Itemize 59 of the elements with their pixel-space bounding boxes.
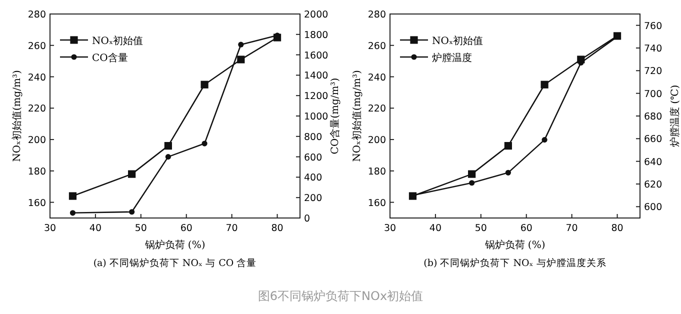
y-tick-label: 240 — [28, 72, 46, 84]
x-tick-label: 80 — [271, 223, 284, 234]
x-tick-label: 30 — [44, 223, 56, 234]
y2-axis-title: 炉膛温度 (℃) — [669, 84, 681, 148]
y2-tick-label: 800 — [304, 132, 322, 143]
y-tick-label: 240 — [368, 72, 386, 84]
y2-tick-label: 620 — [644, 180, 662, 190]
y2-tick-label: 640 — [644, 156, 662, 168]
y2-tick-label: 600 — [644, 202, 662, 214]
x-axis-title: 锅炉负荷 (%) — [484, 239, 546, 251]
y-tick-label: 160 — [368, 198, 386, 209]
x-tick-label: 40 — [429, 223, 442, 234]
y2-tick-label: 1800 — [304, 30, 328, 41]
x-tick-label: 40 — [89, 223, 102, 234]
legend-label: 炉膛温度 — [432, 52, 472, 64]
y-tick-label: 200 — [28, 135, 46, 146]
y2-tick-label: 680 — [644, 112, 662, 122]
x-tick-label: 60 — [180, 223, 192, 234]
x-tick-label: 50 — [474, 223, 487, 234]
y2-tick-label: 0 — [304, 214, 310, 224]
y-tick-label: 260 — [28, 40, 46, 52]
y2-tick-label: 2000 — [304, 10, 328, 20]
y2-tick-label: 1400 — [304, 70, 328, 82]
text: (b) 不同锅炉负荷下 NOₓ 与炉膛温度关系 — [424, 257, 606, 269]
y-axis-title: NOₓ初始值(mg/m³) — [11, 70, 23, 162]
x-tick-label: 80 — [611, 223, 624, 234]
y-tick-label: 160 — [28, 198, 46, 209]
x-axis-title: 锅炉负荷 (%) — [144, 239, 206, 251]
y-tick-label: 180 — [368, 166, 386, 178]
y-tick-label: 200 — [368, 135, 386, 146]
y2-tick-label: 700 — [644, 88, 662, 100]
y-tick-label: 260 — [368, 40, 386, 52]
y2-tick-label: 1000 — [304, 112, 328, 122]
y-axis-title: NOₓ初始值(mg/m³) — [351, 70, 363, 162]
y2-tick-label: 200 — [304, 193, 322, 204]
y2-tick-label: 760 — [644, 20, 662, 32]
y2-tick-label: 1600 — [304, 50, 328, 62]
y2-tick-label: 660 — [644, 134, 662, 146]
x-tick-label: 70 — [566, 223, 578, 234]
y-tick-label: 180 — [28, 166, 46, 178]
y2-tick-label: 600 — [304, 152, 322, 164]
x-tick-label: 50 — [134, 223, 147, 234]
y2-tick-label: 400 — [304, 172, 322, 184]
legend-label: NOₓ初始值 — [92, 35, 144, 47]
x-tick-label: 60 — [520, 223, 532, 234]
legend-label: NOₓ初始值 — [432, 35, 484, 47]
y-tick-label: 220 — [28, 104, 46, 115]
y2-tick-label: 1200 — [304, 91, 328, 102]
y-tick-label: 280 — [28, 10, 46, 20]
y2-tick-label: 740 — [644, 44, 662, 54]
caption: 图6不同锅炉负荷下NOx初始值 — [258, 289, 424, 303]
legend-label: CO含量 — [92, 52, 128, 64]
y-tick-label: 280 — [368, 10, 386, 20]
y-tick-label: 220 — [368, 104, 386, 115]
y2-tick-label: 720 — [644, 66, 662, 78]
x-tick-label: 30 — [384, 223, 396, 234]
y2-axis-title: CO含量(mg/m³) — [329, 78, 341, 154]
x-tick-label: 70 — [226, 223, 238, 234]
text: (a) 不同锅炉负荷下 NOₓ 与 CO 含量 — [93, 257, 257, 269]
